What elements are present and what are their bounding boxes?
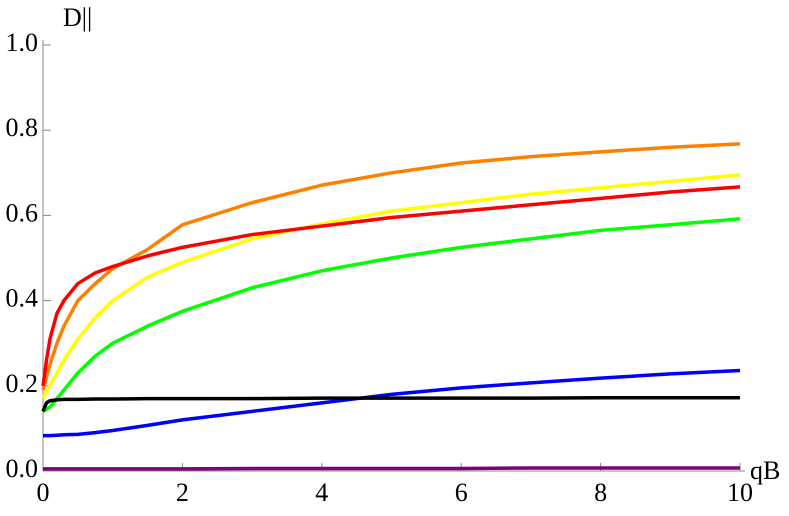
line-series: [43, 466, 740, 471]
y-axis-label: D||: [63, 3, 92, 32]
x-tick-label: 2: [176, 478, 189, 507]
x-tick-label: 8: [594, 478, 607, 507]
line-series: [43, 368, 741, 438]
line-series: [41, 185, 741, 387]
y-tick-label: 0.0: [6, 454, 39, 483]
y-tick-label: 0.2: [6, 369, 39, 398]
x-tick-label: 10: [727, 478, 753, 507]
x-axis-label: qB: [750, 456, 780, 485]
line-series: [41, 395, 740, 413]
y-tick-label: 0.4: [6, 284, 39, 313]
y-tick-label: 0.6: [6, 198, 39, 227]
x-tick-label: 4: [315, 478, 328, 507]
line-series: [41, 142, 741, 391]
x-tick-label: 0: [37, 478, 50, 507]
line-series: [41, 173, 741, 400]
y-tick-label: 1.0: [6, 28, 39, 57]
x-tick-label: 6: [455, 478, 468, 507]
y-tick-label: 0.8: [6, 113, 39, 142]
